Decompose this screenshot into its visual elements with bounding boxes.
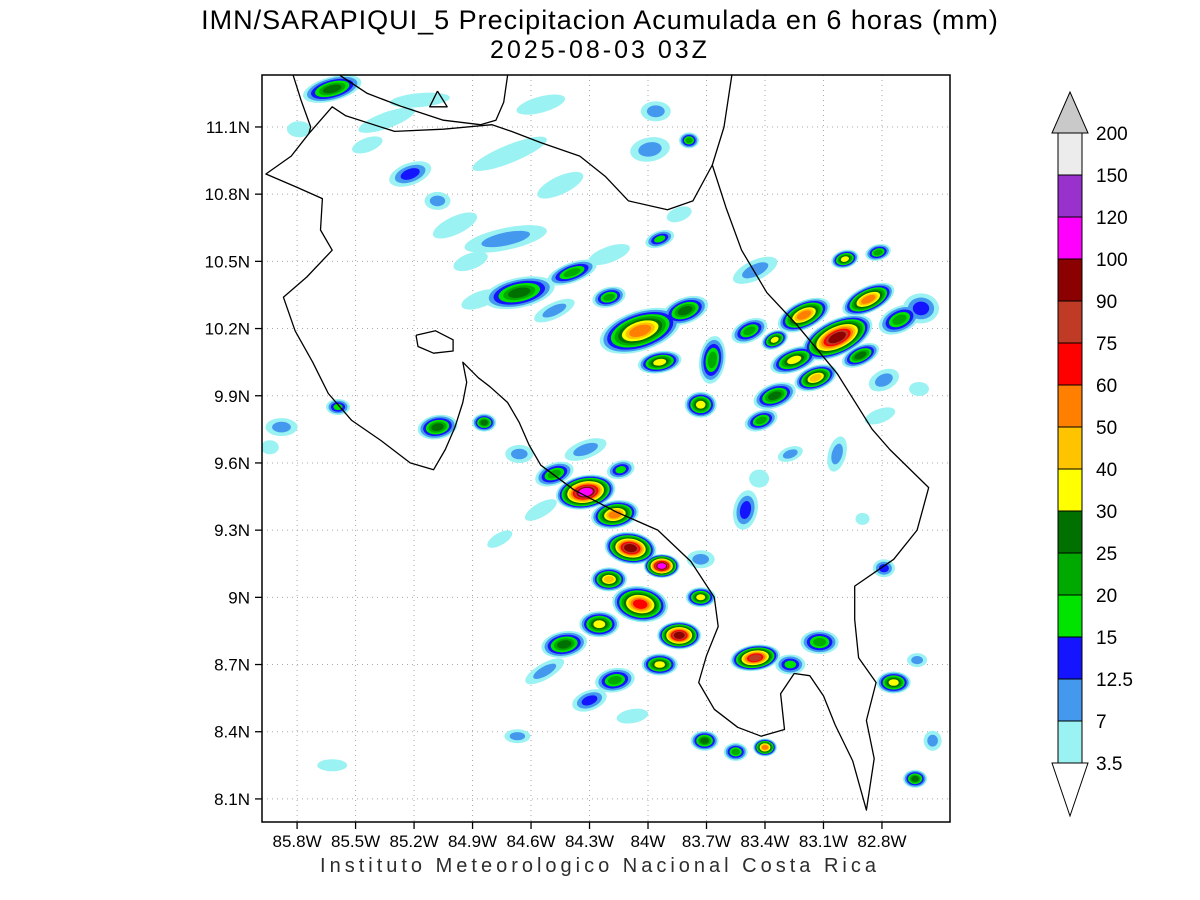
colorbar-tick-label: 20 [1096,586,1117,607]
colorbar-tick-label: 25 [1096,544,1117,565]
y-axis-tick-label: 11.1N [206,118,250,137]
x-axis-tick-label: 84.3W [565,832,614,851]
colorbar-band [1057,510,1083,554]
y-axis-tick-label: 8.1N [214,790,250,809]
y-axis-tick-label: 9N [228,588,250,607]
colorbar-tick-label: 200 [1096,124,1128,145]
y-axis-tick-label: 9.6N [214,454,250,473]
colorbar-band [1057,678,1083,722]
x-axis-tick-label: 84.6W [506,832,555,851]
colorbar-band [1057,258,1083,302]
colorbar-band [1057,132,1083,176]
colorbar-band [1057,216,1083,260]
x-axis-tick-label: 85.8W [273,832,322,851]
colorbar-band [1057,426,1083,470]
x-axis-tick-label: 82.8W [857,832,906,851]
y-axis-tick-label: 9.9N [214,387,250,406]
x-axis-tick-label: 85.2W [389,832,438,851]
colorbar-band [1057,342,1083,386]
axes: 85.8W 85.5W 85.2W 84.9W 84.6W 84.3W 84W 83.7W 83… [205,118,907,851]
colorbar-tick-label: 100 [1096,250,1128,271]
coastline [265,75,930,811]
colorbar-tick-label: 90 [1096,292,1117,313]
colorbar-band [1057,384,1083,428]
colorbar-band [1057,468,1083,512]
colorbar-band [1057,552,1083,596]
colorbar-tick-label: 3.5 [1096,754,1122,775]
y-axis-tick-label: 8.7N [214,656,250,675]
colorbar-band [1057,174,1083,218]
colorbar-tick-label: 60 [1096,376,1117,397]
precipitation-shading [262,75,942,788]
x-axis-tick-label: 83.7W [682,832,731,851]
colorbar-band [1057,636,1083,680]
x-axis-tick-label: 83.4W [740,832,789,851]
source-caption: Instituto Meteorologico Nacional Costa R… [320,855,880,877]
colorbar-tick-label: 150 [1096,166,1128,187]
chart-subtitle: 2025-08-03 03Z [490,36,710,64]
y-axis-tick-label: 9.3N [214,521,250,540]
y-axis-tick-label: 10.5N [205,252,250,271]
colorbar-tick-label: 15 [1096,628,1117,649]
chart-title: IMN/SARAPIQUI_5 Precipitacion Acumulada … [201,5,999,35]
colorbar-tick-label: 12.5 [1096,670,1133,691]
colorbar-tick-label: 40 [1096,460,1117,481]
colorbar-tick-label: 50 [1096,418,1117,439]
colorbar-band [1057,300,1083,344]
colorbar-band [1057,594,1083,638]
colorbar-tick-label: 30 [1096,502,1117,523]
colorbar-over-arrow [1051,90,1089,134]
y-axis-tick-label: 10.2N [205,320,250,339]
y-axis-tick-label: 10.8N [205,185,250,204]
x-axis-tick-label: 83.1W [799,832,848,851]
colorbar-under-arrow [1051,762,1089,818]
colorbar-tick-label: 75 [1096,334,1117,355]
colorbar-tick-label: 120 [1096,208,1128,229]
map-frame [261,74,951,823]
x-axis-tick-label: 84.9W [448,832,497,851]
colorbar-tick-label: 7 [1096,712,1107,733]
colorbar: 3.5 7 12.5 15 20 25 30 40 50 60 75 90 100 120 150 200 [1051,90,1133,818]
y-axis-tick-label: 8.4N [214,723,250,742]
x-axis-tick-label: 85.5W [331,832,380,851]
x-axis-tick-label: 84W [631,832,666,851]
colorbar-band [1057,720,1083,764]
